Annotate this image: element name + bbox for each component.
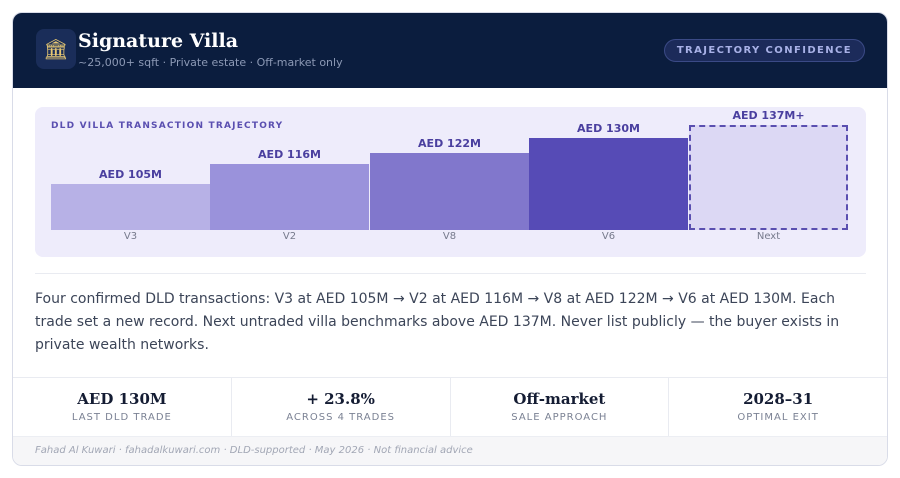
- villa-card: 🏛 Signature Villa ~25,000+ sqft · Privat…: [12, 12, 888, 466]
- stat-label: ACROSS 4 TRADES: [286, 412, 395, 423]
- chart-bar: [529, 138, 688, 230]
- stat-label: OPTIMAL EXIT: [737, 412, 819, 423]
- stat-value: AED 130M: [77, 390, 167, 408]
- card-footer: Fahad Al Kuwari · fahadalkuwari.com · DL…: [13, 436, 887, 465]
- chart-title: DLD VILLA TRANSACTION TRAJECTORY: [51, 121, 284, 131]
- trajectory-confidence-badge: TRAJECTORY CONFIDENCE: [663, 39, 865, 62]
- stat-growth: + 23.8% ACROSS 4 TRADES: [232, 378, 451, 436]
- bar-category-label: V3: [123, 231, 138, 242]
- card-title: Signature Villa: [78, 30, 239, 52]
- bar-value-label: AED 105M: [99, 168, 162, 181]
- stat-optimal-exit: 2028–31 OPTIMAL EXIT: [669, 378, 887, 436]
- chart-bar: [210, 164, 369, 230]
- stat-value: + 23.8%: [306, 390, 375, 408]
- bank-building-icon: 🏛: [36, 29, 76, 69]
- stat-label: LAST DLD TRADE: [71, 412, 172, 423]
- stat-label: SALE APPROACH: [511, 412, 608, 423]
- chart-bar: [51, 184, 210, 230]
- trajectory-description: Four confirmed DLD transactions: V3 at A…: [35, 291, 840, 353]
- stat-sale-approach: Off-market SALE APPROACH: [451, 378, 670, 436]
- card-subtitle: ~25,000+ sqft · Private estate · Off-mar…: [78, 56, 343, 69]
- stat-last-dld-trade: AED 130M LAST DLD TRADE: [13, 378, 232, 436]
- stat-value: 2028–31: [743, 390, 814, 408]
- bar-value-label: AED 137M+: [732, 109, 805, 122]
- bar-value-label: AED 116M: [258, 148, 321, 161]
- bar-category-label: V8: [442, 231, 457, 242]
- bar-value-label: AED 130M: [577, 122, 640, 135]
- footer-disclaimer: Fahad Al Kuwari · fahadalkuwari.com · DL…: [35, 445, 473, 456]
- chart-bar: [370, 153, 529, 230]
- card-header: 🏛 Signature Villa ~25,000+ sqft · Privat…: [13, 13, 887, 88]
- trajectory-chart: DLD VILLA TRANSACTION TRAJECTORY AED 105…: [35, 107, 866, 257]
- bar-category-label: Next: [756, 231, 781, 242]
- bar-category-label: V6: [601, 231, 616, 242]
- stats-row: AED 130M LAST DLD TRADE + 23.8% ACROSS 4…: [13, 377, 887, 436]
- bar-category-label: V2: [282, 231, 297, 242]
- divider: [35, 273, 866, 274]
- stat-value: Off-market: [513, 390, 606, 408]
- chart-bar: [689, 125, 848, 230]
- bar-value-label: AED 122M: [418, 137, 481, 150]
